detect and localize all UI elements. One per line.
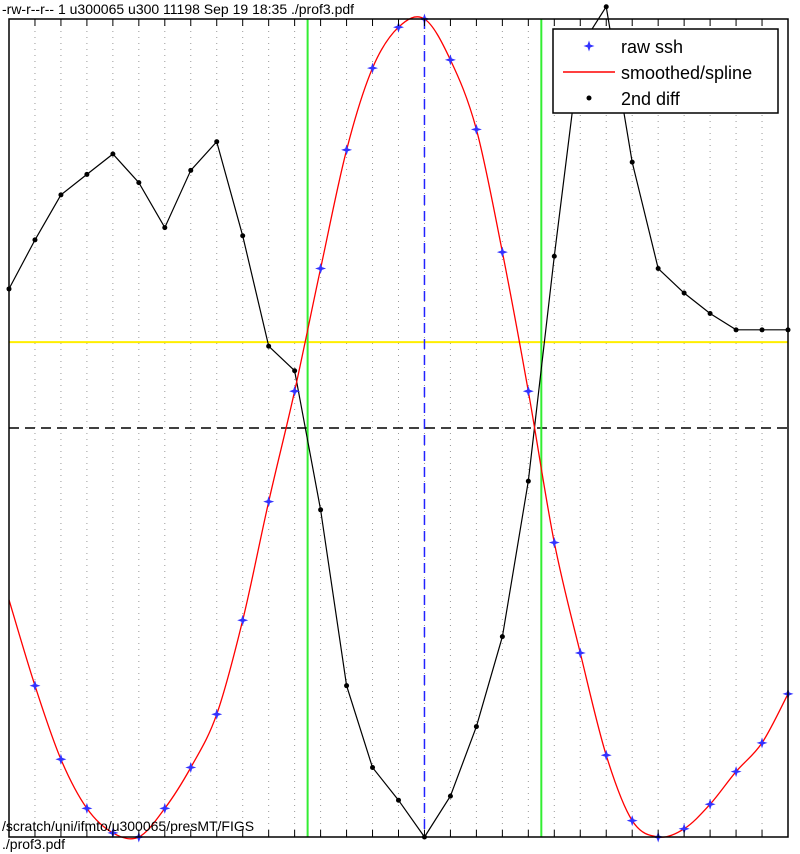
- point-2nd-diff: [266, 343, 272, 349]
- point-raw-ssh: [185, 762, 197, 773]
- point-raw-ssh: [678, 823, 690, 835]
- point-2nd-diff: [214, 139, 220, 145]
- point-2nd-diff: [681, 290, 687, 296]
- axes: [8, 18, 789, 838]
- point-raw-ssh: [600, 749, 612, 761]
- point-2nd-diff: [707, 310, 713, 316]
- point-raw-ssh: [626, 815, 638, 827]
- point-raw-ssh: [211, 708, 223, 720]
- reference-lines: [9, 19, 788, 837]
- point-2nd-diff: [733, 327, 739, 333]
- point-raw-ssh: [704, 798, 716, 810]
- point-2nd-diff: [188, 167, 194, 173]
- point-raw-ssh: [29, 680, 41, 692]
- point-2nd-diff: [318, 507, 324, 513]
- point-raw-ssh: [393, 21, 404, 33]
- point-2nd-diff: [370, 764, 376, 770]
- point-raw-ssh: [756, 737, 768, 749]
- point-raw-ssh: [574, 647, 586, 659]
- point-raw-ssh: [367, 62, 378, 74]
- point-raw-ssh: [341, 144, 353, 156]
- footer-file-text: ./prof3.pdf: [2, 836, 66, 852]
- point-raw-ssh: [289, 385, 301, 397]
- point-2nd-diff: [499, 634, 505, 640]
- point-2nd-diff: [344, 683, 350, 689]
- series: [6, 4, 794, 843]
- point-raw-ssh: [444, 54, 456, 66]
- point-raw-ssh: [263, 496, 275, 508]
- point-2nd-diff: [240, 233, 246, 239]
- point-raw-ssh: [159, 802, 171, 814]
- point-2nd-diff: [110, 151, 116, 157]
- point-raw-ssh: [496, 246, 508, 258]
- point-2nd-diff: [292, 368, 298, 374]
- point-2nd-diff: [58, 192, 64, 198]
- point-raw-ssh: [730, 766, 742, 778]
- legend: raw ssh smoothed/spline 2nd diff: [552, 28, 779, 114]
- legend-label: raw ssh: [621, 37, 683, 57]
- footer-path-text: /scratch/uni/ifmto/u300065/presMT/FIGS: [2, 818, 255, 834]
- point-2nd-diff: [32, 237, 38, 243]
- point-raw-ssh: [522, 385, 534, 397]
- legend-marker-raw-ssh: [583, 40, 595, 52]
- point-2nd-diff: [525, 478, 531, 484]
- file-listing-header: -rw-r--r-- 1 u300065 u300 11198 Sep 19 1…: [2, 1, 355, 17]
- point-2nd-diff: [759, 327, 765, 333]
- point-2nd-diff: [655, 265, 661, 271]
- point-2nd-diff: [84, 171, 90, 177]
- legend-marker-2nd-diff: [586, 95, 592, 101]
- point-2nd-diff: [629, 159, 635, 165]
- point-2nd-diff: [396, 797, 401, 803]
- point-raw-ssh: [315, 263, 327, 274]
- point-2nd-diff: [473, 724, 479, 730]
- legend-label: 2nd diff: [621, 89, 681, 109]
- point-2nd-diff: [603, 4, 609, 10]
- point-raw-ssh: [81, 802, 93, 814]
- legend-label: smoothed/spline: [621, 63, 752, 83]
- point-2nd-diff: [136, 180, 142, 186]
- point-2nd-diff: [162, 225, 168, 231]
- point-2nd-diff: [447, 793, 453, 799]
- point-raw-ssh: [470, 123, 482, 135]
- point-raw-ssh: [55, 753, 67, 765]
- point-raw-ssh: [548, 537, 560, 548]
- point-2nd-diff: [551, 253, 557, 259]
- point-raw-ssh: [237, 614, 249, 626]
